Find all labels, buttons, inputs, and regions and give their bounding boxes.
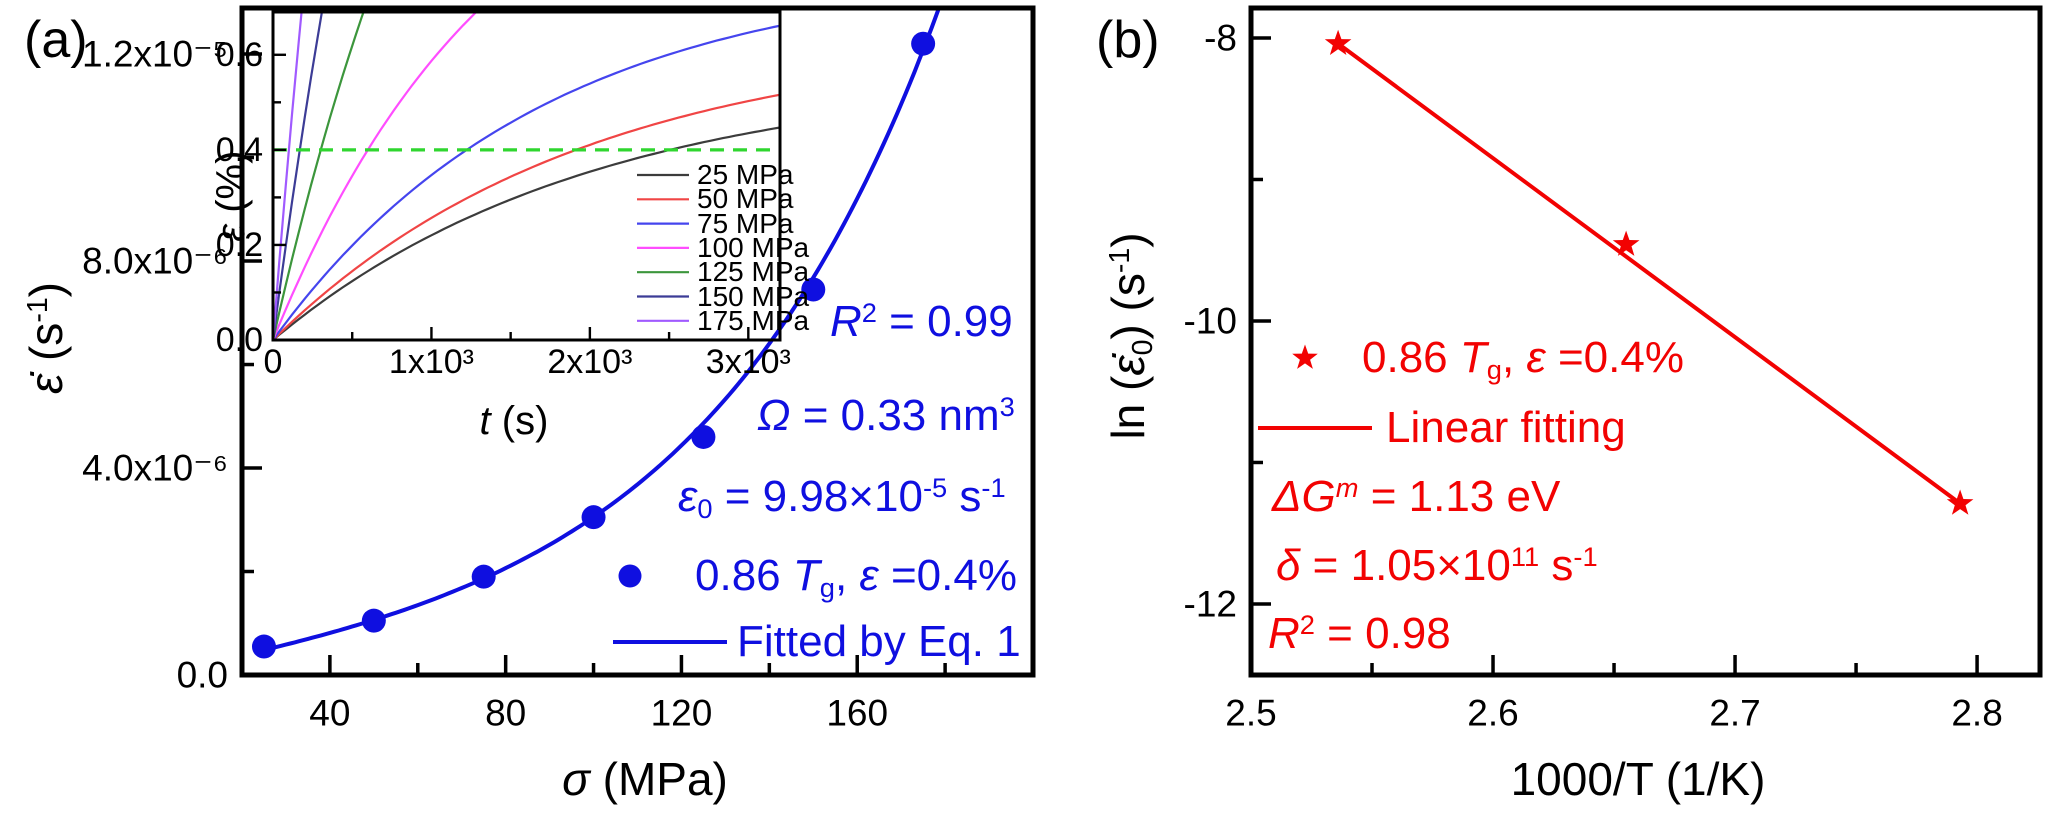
inset-curve-75-mpa [273, 24, 780, 340]
panel-b-annotation-delta: δ = 1.05×1011 s-1 [1276, 540, 1598, 590]
panel-a-inset-x-tick-label-0: 0 [263, 343, 283, 381]
panel-a-annotation-r2: R2 = 0.99 [830, 296, 1013, 346]
panel-a-legend-fit-label: Fitted by Eq. 1 [737, 617, 1021, 666]
panel-a-legend-point-marker [618, 564, 642, 588]
inset-curve-25-mpa [273, 126, 780, 340]
panel-b-x-axis-label: 1000/T (1/K) [1510, 753, 1766, 805]
panel-b-fit-line [1336, 42, 1962, 506]
panel-a-x-tick-label-80: 80 [485, 692, 527, 734]
panel-a-data-point-150mpa [801, 277, 826, 302]
panel-a-x-tick-label-40: 40 [309, 692, 351, 734]
panel-a-y-tick-label-1.2x10⁻⁵: 1.2x10⁻⁵ [82, 33, 228, 75]
panel-a-data-point-125mpa [691, 424, 716, 449]
panel-b-y-tick-label--8: -8 [1204, 17, 1237, 59]
panel-a-y-tick-label-8.0x10⁻⁶: 8.0x10⁻⁶ [82, 240, 228, 282]
panel-a-inset-y-tick-label-0.2: 0.2 [215, 225, 263, 264]
panel-a-y-axis-label: ε̇ (s-1) [20, 281, 72, 395]
inset-legend-label-150-mpa: 150 MPa [697, 280, 810, 312]
inset-legend-label-125-mpa: 125 MPa [697, 256, 810, 288]
panel-b-legend-fit-label: Linear fitting [1386, 403, 1626, 452]
panel-b-x-tick-label-2.8: 2.8 [1951, 692, 2003, 734]
panel-b-data-point-star-0 [1324, 29, 1352, 55]
panel-a-data-point-50mpa [361, 608, 386, 633]
panel-a-data-point-100mpa [581, 505, 606, 530]
inset-curve-50-mpa [273, 93, 780, 340]
panel-a-frame [239, 5, 1036, 678]
panel-a-data-point-75mpa [471, 564, 496, 589]
inset-curve-100-mpa [273, 12, 478, 340]
panel-a-data-point-25mpa [251, 634, 276, 659]
panel-a-inset-x-tick-label-3x10³: 3x10³ [705, 343, 791, 381]
panel-a-inset-x-tick-label-2x10³: 2x10³ [547, 343, 633, 381]
panel-b-x-tick-label-2.6: 2.6 [1467, 692, 1519, 734]
panel-a-legend-points-label: 0.86 Tg, ε =0.4% [695, 551, 1017, 604]
panel-a-inset-x-tick-label-1x10³: 1x10³ [388, 343, 474, 381]
panel-a-x-tick-label-120: 120 [650, 692, 713, 734]
panel-b-legend-points-label: 0.86 Tg, ε =0.4% [1362, 333, 1684, 386]
inset-legend-label-100-mpa: 100 MPa [697, 231, 810, 263]
inset-legend-label-75-mpa: 75 MPa [697, 207, 794, 239]
panel-b-annotation-dgm: ΔGm = 1.13 eV [1272, 471, 1561, 521]
panel-a-annotation-eps0: ε0 = 9.98×10-5 s-1 [678, 471, 1006, 525]
panel-b-x-tick-label-2.7: 2.7 [1709, 692, 1761, 734]
panel-a-y-tick-label-0.0: 0.0 [176, 654, 228, 696]
panel-a-x-tick-label-160: 160 [826, 692, 889, 734]
panel-b-tag: (b) [1096, 11, 1160, 69]
panel-b-y-tick-label--10: -10 [1183, 300, 1237, 342]
inset-curve-125-mpa [273, 12, 365, 340]
inset-legend-label-50-mpa: 50 MPa [697, 183, 794, 215]
inset-legend-label-25-mpa: 25 MPa [697, 159, 794, 190]
panel-b-y-tick-label--12: -12 [1183, 583, 1237, 625]
panel-b-x-tick-label-2.5: 2.5 [1225, 692, 1277, 734]
inset-legend-label-175-mpa: 175 MPa [697, 304, 810, 336]
panel-a-inset-y-tick-label-0.6: 0.6 [215, 35, 263, 74]
panel-a-inset-y-tick-label-0.0: 0.0 [215, 321, 263, 359]
panel-a-x-axis-label: σ (MPa) [562, 753, 728, 805]
panel-a-data-point-175mpa [911, 31, 936, 56]
panel-b-annotation-r2: R2 = 0.98 [1268, 608, 1451, 658]
panel-a-inset-frame [271, 10, 782, 342]
panel-a-y-tick-label-4.0x10⁻⁶: 4.0x10⁻⁶ [82, 447, 228, 489]
inset-x-axis-label: t (s) [479, 399, 549, 443]
panel-a-annotation-omega: Ω = 0.33 nm3 [757, 390, 1015, 440]
panel-b-data-point-star-1 [1612, 230, 1640, 256]
panel-b-frame [1248, 5, 2043, 678]
panel-a-tag: (a) [24, 11, 88, 69]
panel-b-data-point-star-2 [1946, 489, 1974, 515]
panel-a-inset-y-tick-label-0.4: 0.4 [215, 130, 263, 169]
panel-b-legend-star-marker [1292, 344, 1318, 369]
